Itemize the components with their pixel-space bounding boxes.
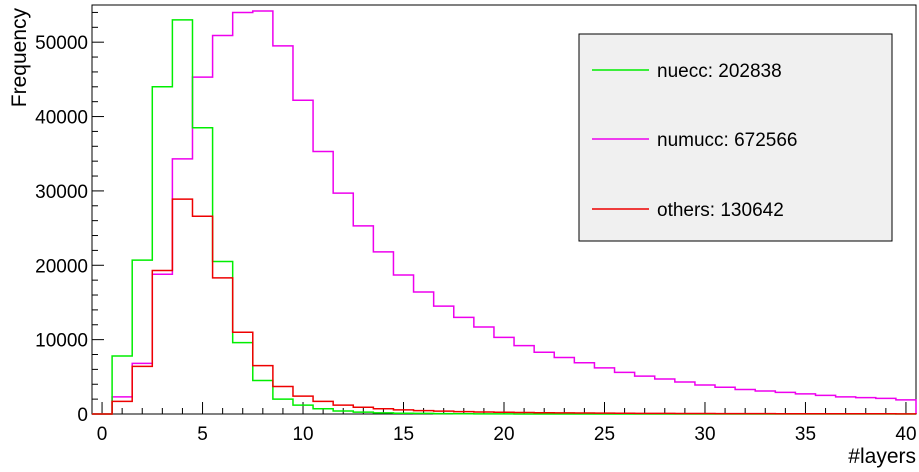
histogram-series-numucc — [92, 10, 917, 415]
y-axis-title: Frequency — [8, 8, 31, 108]
histogram-series-others — [92, 198, 917, 415]
x-tick-label: 25 — [594, 424, 615, 445]
x-tick-label: 35 — [795, 424, 816, 445]
y-tick-label: 10000 — [35, 331, 88, 352]
y-tick-label: 0 — [77, 405, 88, 426]
x-tick-label: 5 — [197, 424, 208, 445]
legend-label-others: others: 130642 — [657, 200, 784, 221]
x-tick-label: 30 — [694, 424, 715, 445]
series-layer — [92, 10, 917, 415]
x-tick-label: 40 — [895, 424, 916, 445]
legend-label-nuecc: nuecc: 202838 — [657, 61, 782, 82]
x-tick-label: 15 — [393, 424, 414, 445]
x-tick-label: 20 — [493, 424, 514, 445]
y-axis-ticks: 0 10000 20000 30000 40000 50000 — [35, 11, 104, 426]
y-tick-label: 20000 — [35, 256, 88, 277]
x-tick-label: 0 — [97, 424, 108, 445]
x-axis-title: #layers — [848, 445, 916, 468]
legend-box — [578, 33, 893, 242]
x-tick-label: 10 — [292, 424, 313, 445]
y-tick-label: 50000 — [35, 33, 88, 54]
legend: nuecc: 202838 numucc: 672566 others: 130… — [578, 33, 893, 242]
legend-label-numucc: numucc: 672566 — [657, 130, 798, 151]
y-tick-label: 40000 — [35, 108, 88, 129]
y-tick-label: 30000 — [35, 182, 88, 203]
